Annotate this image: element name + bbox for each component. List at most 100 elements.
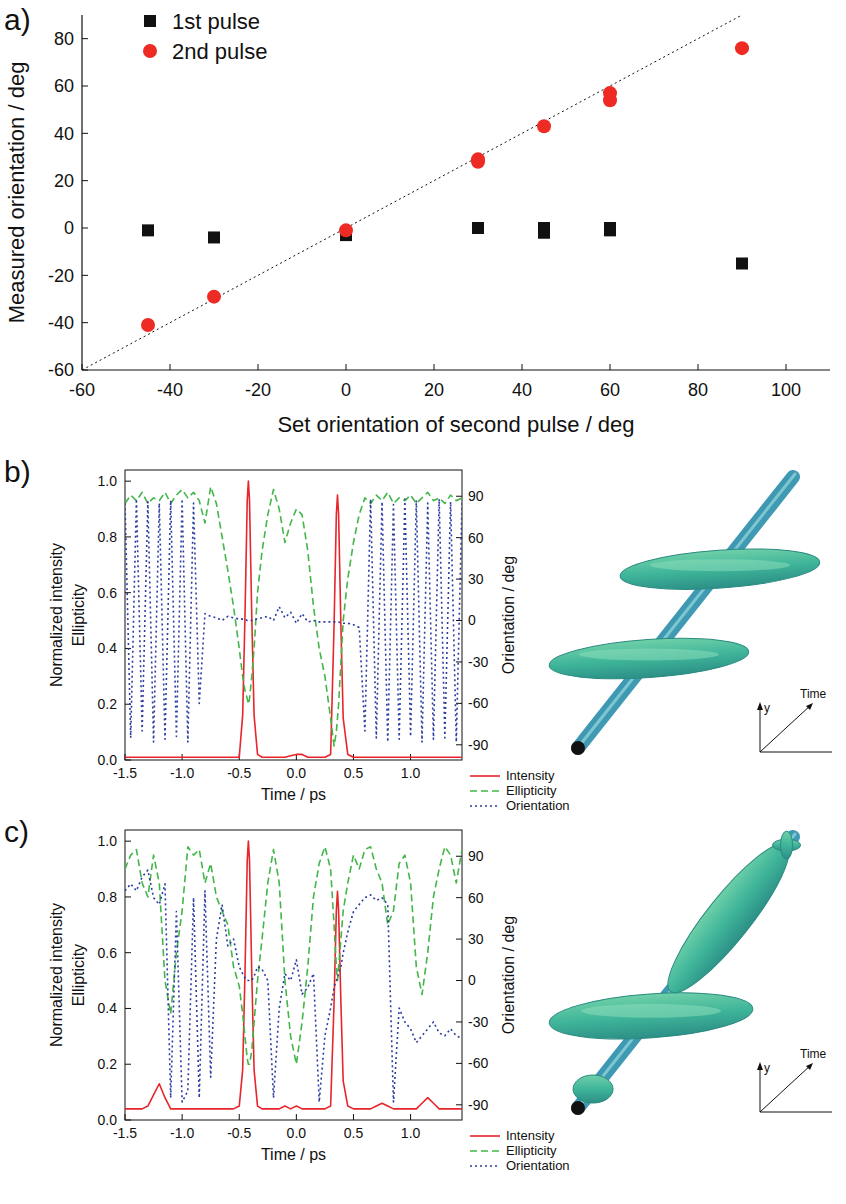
y2-tick-label: 0 — [468, 972, 476, 988]
legend-line — [470, 805, 500, 807]
arrow-head — [806, 703, 813, 710]
plot-data — [125, 481, 462, 757]
scatter-point — [142, 224, 154, 236]
y-tick — [125, 481, 131, 482]
annotation: Time — [800, 687, 827, 701]
x-tick — [698, 364, 699, 370]
x-tick-label: 0 — [341, 380, 351, 400]
scatter-point — [736, 258, 748, 270]
plot-frame — [125, 470, 462, 760]
series-line — [82, 15, 742, 370]
x-tick-label: -1.0 — [170, 765, 194, 781]
y-axis-title: Normalized intensity — [48, 543, 65, 687]
mini-axes: y Time — [757, 687, 832, 752]
annotation: Time — [800, 1047, 827, 1061]
x-tick — [182, 1114, 183, 1120]
x-tick-label: 1.0 — [401, 1125, 421, 1141]
y-tick — [82, 38, 88, 39]
arrow-head — [806, 1063, 813, 1070]
y-axis-title: Ellipticity — [70, 584, 87, 646]
y-tick-label: 80 — [54, 29, 74, 49]
y2-tick-label: -60 — [468, 695, 488, 711]
x-tick — [258, 364, 259, 370]
figure: a)-60-40-20020406080100-60-40-2002040608… — [0, 0, 846, 1204]
x-tick-label: -60 — [69, 380, 95, 400]
legend-label: Intensity — [506, 768, 555, 783]
legend-line — [470, 1150, 500, 1152]
x-tick-label: -40 — [157, 380, 183, 400]
plot-data — [82, 15, 749, 370]
legend-label: Ellipticity — [506, 1143, 557, 1158]
scatter-point — [735, 41, 749, 55]
y2-tick-label: 30 — [468, 931, 484, 947]
y2-tick-label: 60 — [468, 890, 484, 906]
y-tick — [82, 180, 88, 181]
x-tick-label: -0.5 — [227, 1125, 251, 1141]
x-tick-label: -20 — [245, 380, 271, 400]
panel: a)-60-40-20020406080100-60-40-2002040608… — [4, 3, 830, 437]
axis-line — [760, 1112, 832, 1113]
x-tick — [522, 364, 523, 370]
y2-tick-label: -90 — [468, 737, 488, 753]
legend-label: Ellipticity — [506, 783, 557, 798]
y2-tick — [456, 661, 462, 662]
legend-label: Orientation — [506, 1158, 570, 1173]
plot-frame — [125, 830, 462, 1120]
x-tick — [410, 1114, 411, 1120]
x-tick-label: 80 — [688, 380, 708, 400]
y-tick — [125, 760, 131, 761]
y-tick-label: 0.8 — [98, 889, 118, 905]
y-tick — [82, 275, 88, 276]
scatter-point — [471, 152, 485, 166]
y-tick — [125, 841, 131, 842]
mini-axes: yTime — [757, 1047, 832, 1112]
x-tick-label: 20 — [424, 380, 444, 400]
elongated-lobe — [653, 831, 804, 1005]
y-tick-label: 0 — [64, 218, 74, 238]
y2-tick — [456, 496, 462, 497]
annotation: y — [764, 701, 770, 715]
end-lobe — [781, 831, 793, 859]
x-tick — [786, 364, 787, 370]
x-tick-label: 0.0 — [287, 765, 307, 781]
y-tick-label: 40 — [54, 124, 74, 144]
y2-tick-label: 60 — [468, 530, 484, 546]
y-tick — [82, 322, 88, 323]
plot-data — [125, 841, 462, 1109]
scatter-point — [537, 119, 551, 133]
disc-highlight — [579, 649, 719, 661]
x-axis — [82, 369, 830, 370]
axis-line — [760, 752, 832, 753]
y-tick-label: 0.0 — [98, 1112, 118, 1128]
y-tick-label: 1.0 — [98, 473, 118, 489]
y-tick-label: 0.2 — [98, 696, 118, 712]
disc-highlight — [581, 1004, 721, 1018]
y-tick-label: 0.0 — [98, 752, 118, 768]
series-line — [125, 499, 462, 742]
panel-letter: c) — [4, 815, 29, 848]
x-tick — [296, 1114, 297, 1120]
y-tick-label: 0.4 — [98, 1000, 118, 1016]
y-tick-label: -20 — [48, 266, 74, 286]
y-tick-label: -60 — [48, 360, 74, 380]
y2-axis-title: Orientation / deg — [500, 916, 517, 1034]
y2-tick — [456, 579, 462, 580]
legend-line — [470, 790, 500, 792]
x-tick — [125, 1114, 126, 1120]
series-line — [125, 487, 462, 746]
y-tick — [125, 952, 131, 953]
y-tick — [125, 1064, 131, 1065]
series-line — [125, 481, 462, 757]
x-axis-title: Time / ps — [261, 786, 326, 803]
x-tick-label: 40 — [512, 380, 532, 400]
disc — [548, 633, 750, 685]
y-tick — [125, 592, 131, 593]
y2-tick — [456, 897, 462, 898]
panel-letter: a) — [4, 3, 31, 36]
x-tick — [346, 364, 347, 370]
scatter-point — [472, 222, 484, 234]
x-tick-label: 100 — [771, 380, 801, 400]
y-tick-label: 60 — [54, 76, 74, 96]
legend-marker — [143, 44, 157, 58]
y-tick — [125, 896, 131, 897]
